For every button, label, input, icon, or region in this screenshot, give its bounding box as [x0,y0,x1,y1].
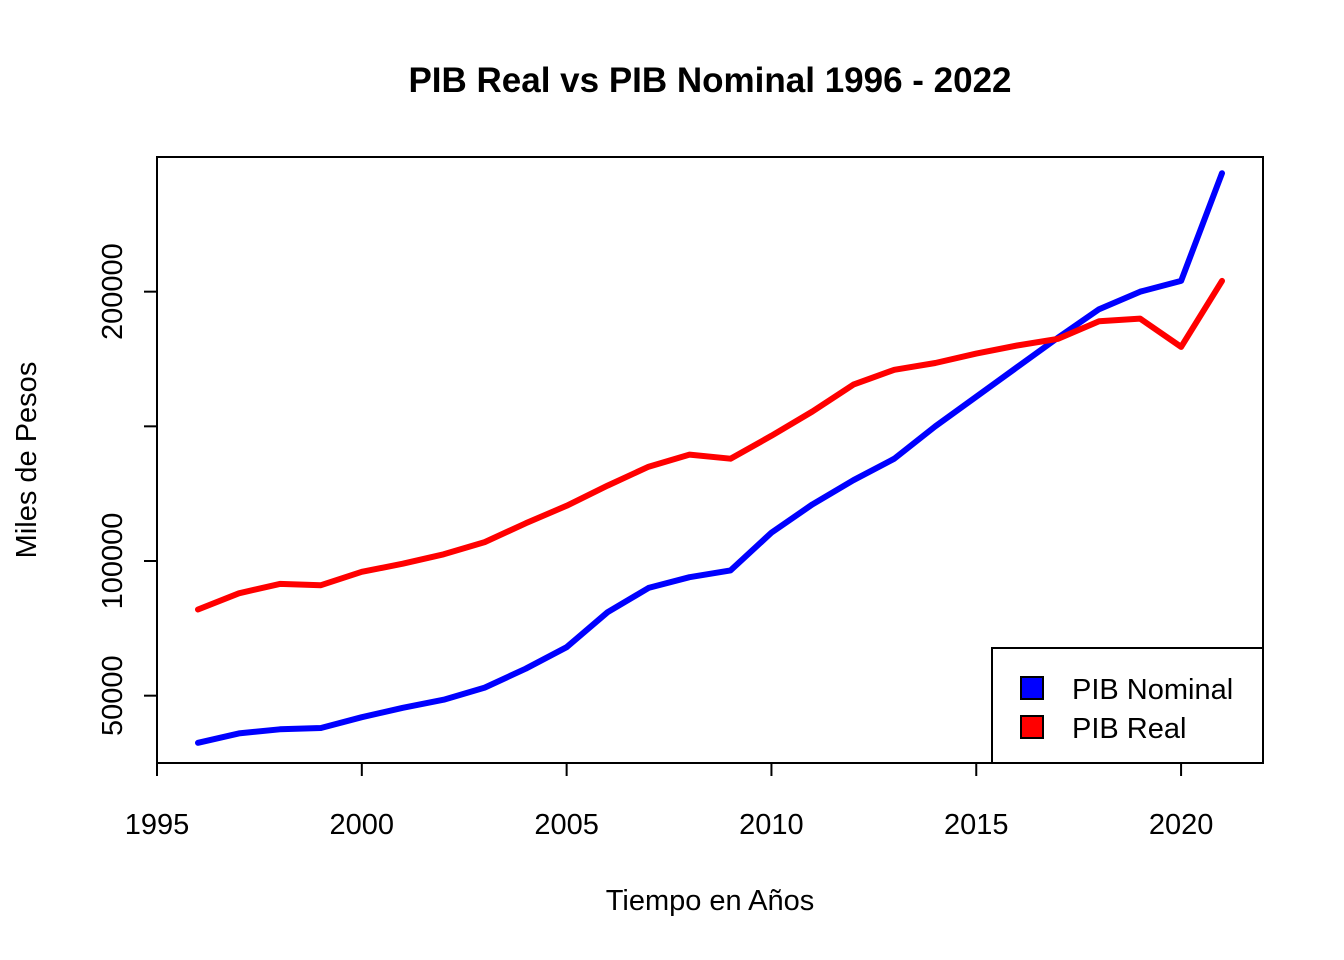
x-tick-label-2020: 2020 [1149,809,1214,841]
x-tick-label-1995: 1995 [125,809,190,841]
x-axis: 1995 2000 2005 2010 2015 2020 [125,762,1214,841]
y-axis: 50000 100000 200000 [97,243,158,736]
legend-label-pib-real: PIB Real [1072,713,1186,745]
x-tick-label-2015: 2015 [944,809,1009,841]
y-tick-label-50000: 50000 [97,655,129,736]
legend-label-pib-nominal: PIB Nominal [1072,674,1233,706]
legend-swatch-pib-real [1020,715,1044,739]
series-line-pib-real [195,277,1225,613]
y-axis-label: Miles de Pesos [11,362,43,559]
x-tick-label-2000: 2000 [330,809,395,841]
legend: PIB Nominal PIB Real [991,647,1264,764]
legend-swatch-pib-nominal [1020,676,1044,700]
chart-title: PIB Real vs PIB Nominal 1996 - 2022 [408,61,1011,100]
series-layer [195,170,1225,746]
x-tick-label-2005: 2005 [534,809,599,841]
legend-box [991,647,1264,764]
plot-frame [156,156,1264,764]
x-tick-label-2010: 2010 [739,809,804,841]
x-axis-label: Tiempo en Años [606,885,815,917]
y-tick-label-200000: 200000 [97,243,129,340]
y-tick-label-100000: 100000 [97,513,129,610]
